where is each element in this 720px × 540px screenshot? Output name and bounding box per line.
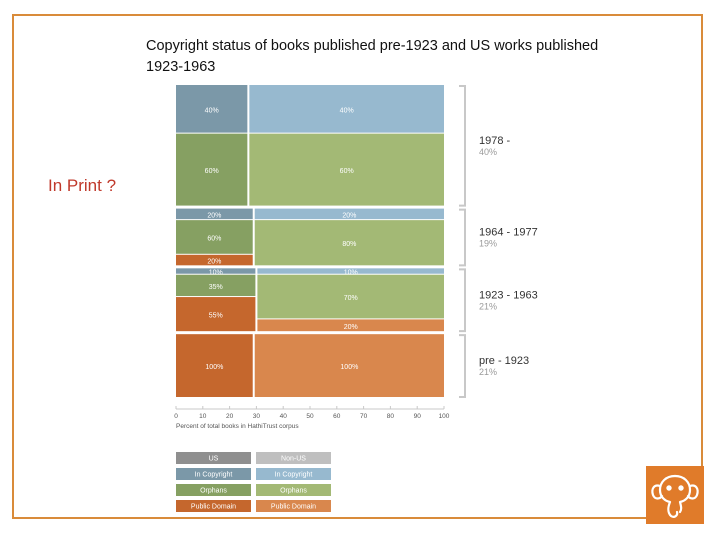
legend-label: Public Domain (271, 504, 316, 511)
period-bracket (459, 208, 466, 267)
legend-header-swatch (176, 452, 251, 464)
elephant-logo-icon (651, 474, 699, 518)
mosaic-cell-us-0-0 (176, 85, 248, 133)
period-bracket (459, 85, 466, 207)
legend-label: In Copyright (275, 472, 313, 479)
mosaic-cell-us-3-0 (176, 334, 253, 397)
cell-label: 55% (209, 313, 223, 320)
legend-label: In Copyright (195, 472, 233, 479)
cell-label: 35% (209, 284, 223, 291)
legend-swatch (256, 500, 331, 512)
in-print-annotation: In Print ? (48, 176, 117, 195)
legend-swatch (256, 484, 331, 496)
mosaic-cell-us-1-2 (176, 254, 253, 266)
mosaic-cell-us-2-1 (176, 274, 256, 297)
mosaic-cell-us-2-0 (176, 268, 256, 274)
slide-frame (12, 14, 703, 519)
x-tick-label: 0 (174, 413, 178, 420)
cell-label: 40% (340, 107, 354, 114)
mosaic-cell-non_us-2-2 (257, 319, 444, 332)
x-tick-label: 20 (226, 413, 234, 420)
legend-label: Orphans (200, 488, 227, 495)
x-tick-label: 70 (360, 413, 368, 420)
legend-swatch (176, 468, 251, 480)
period-label: 1978 - (479, 135, 511, 147)
cell-label: 60% (207, 235, 221, 242)
cell-label: 20% (207, 259, 221, 266)
mosaic-cell-non_us-0-1 (249, 133, 444, 206)
period-share-label: 40% (479, 147, 497, 157)
x-tick-label: 40 (280, 413, 288, 420)
cell-label: 100% (205, 364, 223, 371)
x-axis-label: Percent of total books in HathiTrust cor… (176, 423, 299, 430)
period-share-label: 21% (479, 301, 497, 311)
mosaic-cell-us-1-0 (176, 208, 253, 220)
logo (646, 466, 704, 524)
x-tick-label: 100 (439, 413, 450, 420)
mosaic-cell-non_us-2-0 (257, 268, 444, 274)
legend-label: Public Domain (191, 504, 236, 511)
period-label: 1923 - 1963 (479, 289, 538, 301)
legend-header: Non-US (281, 456, 306, 463)
legend-swatch (176, 484, 251, 496)
period-share-label: 19% (479, 238, 497, 248)
period-label: pre - 1923 (479, 355, 529, 367)
mosaic-cell-non_us-1-0 (254, 208, 444, 220)
legend-swatch (256, 468, 331, 480)
mosaic-cell-non_us-1-1 (254, 220, 444, 266)
cell-label: 40% (205, 107, 219, 114)
x-tick-label: 50 (306, 413, 314, 420)
cell-label: 20% (344, 324, 358, 331)
mosaic-cell-non_us-2-1 (257, 274, 444, 319)
cell-label: 60% (205, 168, 219, 175)
cell-label: 10% (344, 270, 358, 277)
cell-label: 10% (209, 270, 223, 277)
legend-label: Orphans (280, 488, 307, 495)
cell-label: 100% (340, 364, 358, 371)
mosaic-cell-non_us-3-0 (254, 334, 444, 397)
x-tick-label: 10 (199, 413, 207, 420)
period-label: 1964 - 1977 (479, 226, 538, 238)
period-bracket (459, 334, 466, 398)
cell-label: 20% (342, 212, 356, 219)
cell-label: 60% (340, 168, 354, 175)
legend-header: US (209, 456, 219, 463)
mosaic-cell-non_us-0-0 (249, 85, 444, 133)
period-share-label: 21% (479, 367, 497, 377)
mosaic-cell-us-2-2 (176, 297, 256, 332)
legend-swatch (176, 500, 251, 512)
x-tick-label: 80 (387, 413, 395, 420)
x-tick-label: 60 (333, 413, 341, 420)
cell-label: 70% (344, 295, 358, 302)
legend-header-swatch (256, 452, 331, 464)
mosaic-cell-us-1-1 (176, 220, 253, 254)
cell-label: 80% (342, 241, 356, 248)
x-tick-label: 90 (414, 413, 422, 420)
chart-title: Copyright status of books published pre-… (146, 38, 599, 75)
x-tick-label: 30 (253, 413, 261, 420)
period-bracket (459, 268, 466, 333)
cell-label: 20% (207, 212, 221, 219)
mosaic-cell-us-0-1 (176, 133, 248, 206)
